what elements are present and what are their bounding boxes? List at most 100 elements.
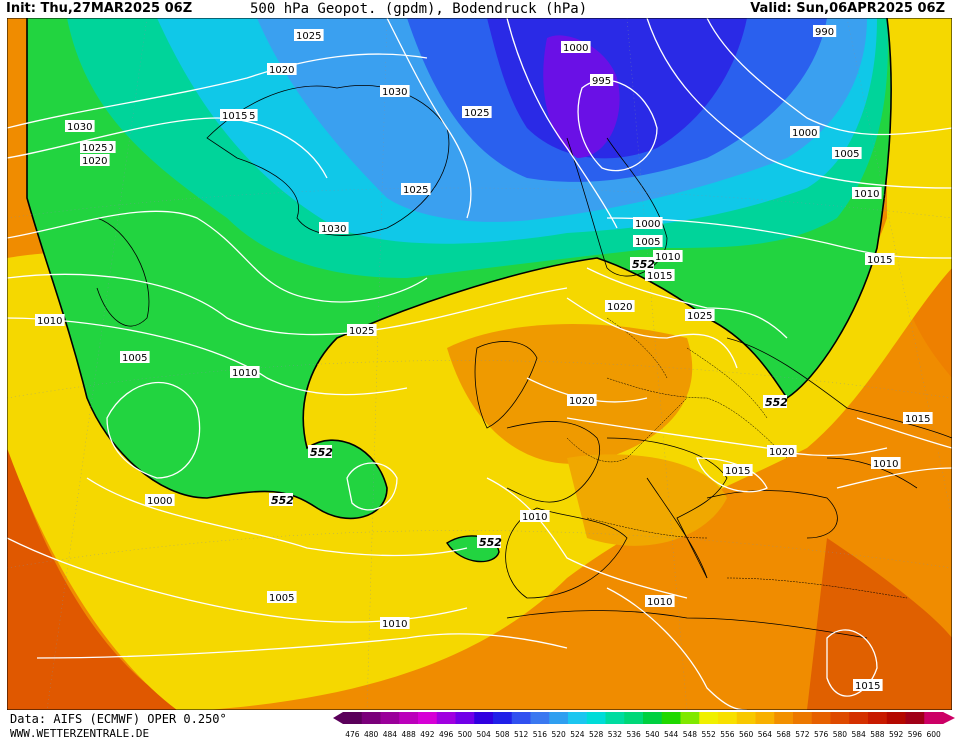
isobar-label: 990 bbox=[813, 25, 837, 38]
isobar-label: 1010 bbox=[35, 314, 65, 327]
data-source: Data: AIFS (ECMWF) OPER 0.250° bbox=[10, 712, 227, 726]
warm-south-east bbox=[807, 538, 952, 710]
svg-text:1010: 1010 bbox=[37, 316, 62, 327]
isobar-label: 1030 bbox=[380, 85, 410, 98]
legend-swatch bbox=[549, 712, 569, 724]
legend-value: 548 bbox=[683, 730, 698, 739]
isobar-label: 1010 bbox=[871, 457, 901, 470]
svg-text:1020: 1020 bbox=[769, 447, 794, 458]
svg-text:1005: 1005 bbox=[834, 149, 859, 160]
isobar-label: 1010 bbox=[653, 250, 683, 263]
isobar-label: 1025 bbox=[80, 141, 110, 154]
svg-text:1010: 1010 bbox=[232, 368, 257, 379]
legend-arrow-right bbox=[943, 712, 955, 724]
legend-value: 552 bbox=[701, 730, 716, 739]
isobar-label: 1025 bbox=[462, 106, 492, 119]
website: WWW.WETTERZENTRALE.DE bbox=[10, 727, 150, 740]
svg-text:1020: 1020 bbox=[607, 302, 632, 313]
legend-value: 592 bbox=[889, 730, 904, 739]
legend-swatch bbox=[605, 712, 625, 724]
legend-swatch bbox=[399, 712, 419, 724]
contour-552 bbox=[26, 18, 892, 520]
legend-value: 528 bbox=[589, 730, 604, 739]
isobar-label: 1020 bbox=[80, 154, 110, 167]
legend-swatch bbox=[380, 712, 400, 724]
legend-swatch bbox=[474, 712, 494, 724]
map-footer: Data: AIFS (ECMWF) OPER 0.250° WWW.WETTE… bbox=[0, 710, 959, 741]
isobar-label: 1005 bbox=[267, 591, 297, 604]
svg-text:1010: 1010 bbox=[382, 619, 407, 630]
svg-text:1015: 1015 bbox=[222, 111, 247, 122]
legend-value: 596 bbox=[908, 730, 923, 739]
legend-value: 540 bbox=[645, 730, 660, 739]
isobar-label: 1010 bbox=[380, 617, 410, 630]
legend-swatch bbox=[886, 712, 906, 724]
legend-swatch bbox=[361, 712, 381, 724]
legend-value: 476 bbox=[345, 730, 360, 739]
isobar-label: 1015 bbox=[645, 269, 675, 282]
legend-value: 556 bbox=[720, 730, 735, 739]
legend-swatch bbox=[624, 712, 644, 724]
legend-value: 532 bbox=[608, 730, 623, 739]
legend-swatch bbox=[680, 712, 700, 724]
svg-text:1025: 1025 bbox=[349, 326, 374, 337]
svg-text:1015: 1015 bbox=[867, 255, 892, 266]
legend-value: 516 bbox=[533, 730, 548, 739]
legend-swatch bbox=[774, 712, 794, 724]
isobar-label: 1015 bbox=[220, 109, 250, 122]
legend-value: 536 bbox=[626, 730, 641, 739]
isobar-label: 1010 bbox=[645, 595, 675, 608]
isobar-label: 1015 bbox=[853, 679, 883, 692]
legend-swatch bbox=[905, 712, 925, 724]
svg-text:995: 995 bbox=[592, 76, 611, 87]
isobar-labels: 1025 1020 1015 1030 1025 1020 1015 1030 1025 1025… bbox=[35, 25, 933, 692]
graticule bbox=[7, 18, 952, 710]
legend-swatch bbox=[793, 712, 813, 724]
legend-value: 564 bbox=[758, 730, 773, 739]
height-label-552: 552 bbox=[763, 395, 788, 409]
height-label-552: 552 bbox=[477, 535, 502, 549]
legend-swatch bbox=[343, 712, 363, 724]
svg-text:990: 990 bbox=[815, 27, 834, 38]
legend-swatch bbox=[493, 712, 513, 724]
isobar-label: 1000 bbox=[561, 41, 591, 54]
init-time: Init: Thu,27MAR2025 06Z bbox=[6, 1, 193, 16]
orange-europe-2 bbox=[567, 454, 727, 546]
legend-swatch bbox=[755, 712, 775, 724]
legend-swatch bbox=[699, 712, 719, 724]
isobar-label: 1020 bbox=[567, 394, 597, 407]
weather-map: 1025 1020 1015 1030 1025 1020 1015 1030 1025 1025… bbox=[7, 18, 952, 710]
warm-south-west bbox=[7, 438, 187, 710]
isobar-label: 1005 bbox=[633, 235, 663, 248]
isobar-label: 1025 bbox=[347, 324, 377, 337]
svg-text:1005: 1005 bbox=[635, 237, 660, 248]
legend-value: 492 bbox=[420, 730, 435, 739]
isobar-label: 1005 bbox=[120, 351, 150, 364]
legend-value: 484 bbox=[383, 730, 398, 739]
legend-value: 572 bbox=[795, 730, 810, 739]
isobar-label: 1025 bbox=[294, 29, 324, 42]
legend-swatch bbox=[849, 712, 869, 724]
svg-text:1015: 1015 bbox=[647, 271, 672, 282]
isobar-label: 1015 bbox=[723, 464, 753, 477]
contour-552-island bbox=[446, 535, 500, 563]
coastlines bbox=[96, 85, 952, 639]
svg-text:552: 552 bbox=[271, 494, 294, 507]
legend-swatch bbox=[455, 712, 475, 724]
svg-text:1000: 1000 bbox=[635, 219, 660, 230]
svg-text:1000: 1000 bbox=[147, 496, 172, 507]
height-label-552: 552 bbox=[308, 445, 333, 459]
map-title: 500 hPa Geopot. (gpdm), Bodendruck (hPa) bbox=[250, 1, 588, 17]
svg-text:1030: 1030 bbox=[321, 224, 346, 235]
svg-text:1025: 1025 bbox=[296, 31, 321, 42]
legend-value: 588 bbox=[870, 730, 885, 739]
svg-text:1005: 1005 bbox=[269, 593, 294, 604]
isobar-label: 1000 bbox=[633, 217, 663, 230]
violet-core bbox=[543, 35, 620, 158]
height-labels: 552 552 552 552 552 bbox=[269, 257, 788, 549]
svg-text:1000: 1000 bbox=[792, 128, 817, 139]
legend-swatch bbox=[830, 712, 850, 724]
isobar-label: 1015 bbox=[903, 412, 933, 425]
legend-value: 500 bbox=[458, 730, 473, 739]
legend-value: 560 bbox=[739, 730, 754, 739]
